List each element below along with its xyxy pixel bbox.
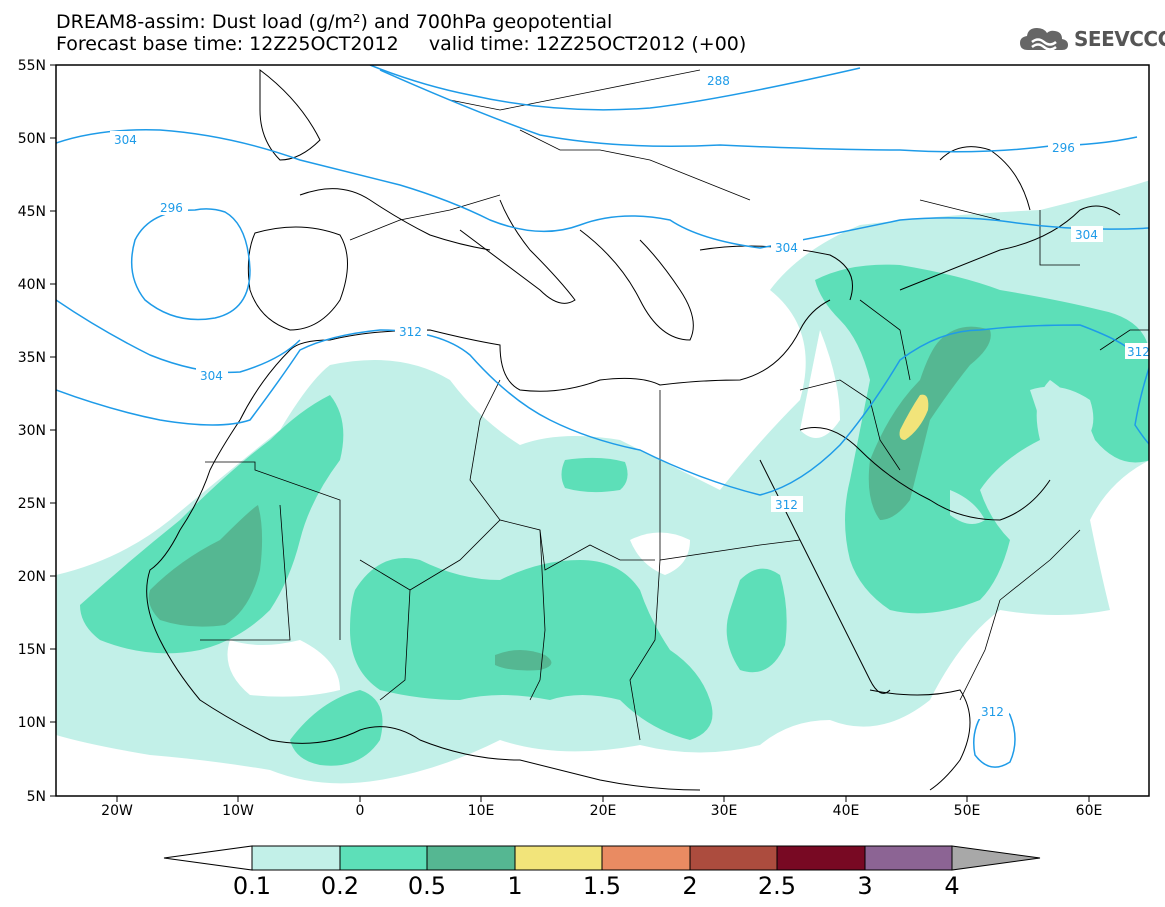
contour-label-304: 304 bbox=[775, 241, 798, 255]
map-subtitle: Forecast base time: 12Z25OCT2012 valid t… bbox=[56, 33, 747, 55]
lon-label: 20E bbox=[590, 803, 617, 819]
colorbar-swatch bbox=[601, 845, 691, 871]
lon-label: 30E bbox=[711, 803, 738, 819]
lon-label: 50E bbox=[954, 803, 981, 819]
logo-text: SEEVCCC bbox=[1074, 27, 1165, 51]
country-borders bbox=[200, 69, 1149, 741]
lon-label: 0 bbox=[356, 803, 365, 819]
dust-level-1 bbox=[899, 394, 929, 440]
lon-label: 60E bbox=[1076, 803, 1103, 819]
contour-label-312: 312 bbox=[1127, 345, 1150, 359]
colorbar-over-arrow bbox=[951, 845, 1041, 871]
colorbar-swatch bbox=[689, 845, 778, 871]
lat-label: 50N bbox=[18, 131, 46, 147]
contour-label-312: 312 bbox=[399, 325, 422, 339]
map-title: DREAM8-assim: Dust load (g/m²) and 700hP… bbox=[56, 11, 613, 33]
lat-label: 45N bbox=[18, 204, 46, 220]
lat-label: 10N bbox=[18, 715, 46, 731]
lat-label: 30N bbox=[18, 423, 46, 439]
lat-label: 20N bbox=[18, 569, 46, 585]
colorbar-label: 0.5 bbox=[408, 872, 446, 900]
lat-label: 5N bbox=[27, 789, 46, 805]
colorbar-label: 2.5 bbox=[758, 872, 796, 900]
lat-label: 55N bbox=[18, 58, 46, 74]
colorbar-label: 0.1 bbox=[233, 872, 271, 900]
contour-label-304: 304 bbox=[200, 369, 223, 383]
colorbar-swatch bbox=[864, 845, 953, 871]
colorbar-labels: 0.1 0.2 0.5 1 1.5 2 2.5 3 4 bbox=[233, 872, 960, 900]
colorbar-label: 3 bbox=[857, 872, 872, 900]
lon-label: 40E bbox=[833, 803, 860, 819]
dust-level-0.5 bbox=[148, 505, 263, 627]
contour-304-north bbox=[56, 129, 1149, 249]
dust-level-0.2 bbox=[80, 395, 344, 654]
contour-labels: 288 296 296 304 304 304 304 312 312 312 … bbox=[110, 72, 1150, 719]
colorbar-label: 0.2 bbox=[321, 872, 359, 900]
lat-label: 40N bbox=[18, 277, 46, 293]
contour-312 bbox=[56, 324, 1131, 496]
colorbar-label: 1.5 bbox=[583, 872, 621, 900]
contour-288 bbox=[369, 65, 861, 111]
longitude-axis: 20W 10W 0 10E 20E 30E 40E 50E 60E bbox=[101, 796, 1102, 819]
contour-296-low bbox=[130, 208, 251, 321]
lat-label: 25N bbox=[18, 496, 46, 512]
colorbar-under-arrow bbox=[163, 845, 253, 871]
contour-label-296: 296 bbox=[1052, 141, 1075, 155]
colorbar-swatch bbox=[776, 845, 866, 871]
contour-label-312: 312 bbox=[981, 705, 1004, 719]
contour-label-312: 312 bbox=[775, 498, 798, 512]
contour-296 bbox=[379, 69, 1138, 153]
contour-label-304: 304 bbox=[114, 133, 137, 147]
contour-label-304: 304 bbox=[1075, 228, 1098, 242]
lat-label: 35N bbox=[18, 350, 46, 366]
colorbar-swatch bbox=[426, 845, 516, 871]
contour-label-296: 296 bbox=[160, 201, 183, 215]
colorbar-swatch bbox=[339, 845, 428, 871]
contour-312-east bbox=[1134, 365, 1149, 446]
colorbar-label: 4 bbox=[944, 872, 959, 900]
contour-304-south bbox=[56, 299, 301, 374]
seevccc-logo: SEEVCCC bbox=[1018, 24, 1165, 54]
geopotential-contours bbox=[56, 65, 1149, 768]
colorbar bbox=[163, 845, 1041, 871]
colorbar-label: 1 bbox=[507, 872, 522, 900]
lon-label: 20W bbox=[101, 803, 133, 819]
lat-label: 15N bbox=[18, 642, 46, 658]
contour-label-288: 288 bbox=[707, 74, 730, 88]
latitude-axis: 55N 50N 45N 40N 35N 30N 25N 20N 15N 10N … bbox=[18, 58, 56, 805]
colorbar-swatch bbox=[251, 845, 341, 871]
cloud-icon bbox=[1020, 28, 1068, 51]
lon-label: 10E bbox=[468, 803, 495, 819]
lon-label: 10W bbox=[222, 803, 254, 819]
dust-load-shading bbox=[56, 180, 1149, 784]
colorbar-label: 2 bbox=[682, 872, 697, 900]
colorbar-swatch bbox=[514, 845, 603, 871]
